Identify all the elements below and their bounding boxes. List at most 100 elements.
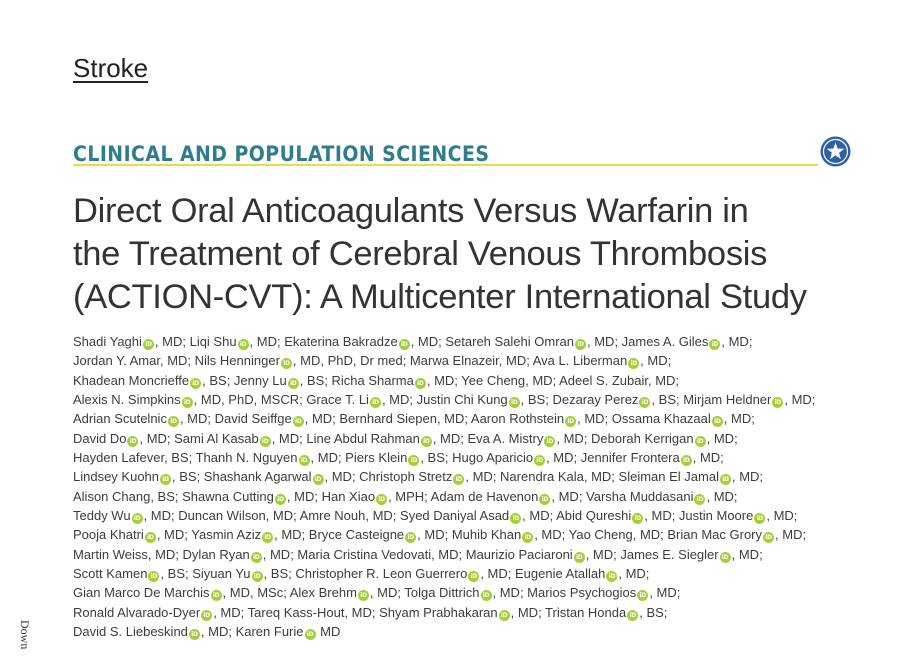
orcid-icon[interactable]: iD (510, 513, 522, 525)
orcid-icon[interactable]: iD (575, 339, 586, 350)
orcid-icon[interactable]: iD (606, 571, 618, 583)
orcid-icon[interactable]: iD (188, 629, 200, 641)
orcid-icon[interactable]: iD (719, 551, 731, 563)
orcid-icon[interactable]: iD (262, 532, 274, 544)
orcid-icon[interactable]: iD (398, 339, 410, 350)
orcid-icon[interactable]: iD (414, 377, 426, 389)
author-text: , MD; Ossama Khazaal (577, 411, 711, 427)
orcid-icon[interactable]: iD (280, 358, 292, 370)
author-list: Shadi Yaghi iD, MD; Liqi Shu iD, MD; Ekate… (73, 332, 863, 642)
orcid-icon[interactable]: iD (544, 435, 556, 447)
orcid-icon[interactable]: iD (127, 435, 139, 447)
orcid-icon[interactable]: iD (709, 339, 721, 350)
author-text: , MD; (731, 546, 763, 562)
author-text: Lindsey Kuohn (73, 469, 160, 485)
section-heading: CLINICAL AND POPULATION SCIENCES (73, 142, 490, 166)
author-text: Martin Weiss, MD; Dylan Ryan (73, 546, 250, 562)
orcid-icon[interactable]: iD (250, 551, 262, 563)
orcid-icon[interactable]: iD (420, 435, 432, 447)
orcid-icon[interactable]: iD (181, 397, 193, 409)
orcid-icon[interactable]: iD (694, 493, 706, 505)
orcid-icon[interactable]: iD (573, 551, 585, 563)
section-rule (73, 164, 818, 166)
orcid-icon[interactable]: iD (292, 416, 304, 428)
author-text: Scott Kamen (73, 566, 148, 582)
orcid-icon[interactable]: iD (210, 590, 222, 602)
orcid-icon[interactable]: iD (298, 455, 310, 467)
author-text: , MD; Yao Cheng, MD; Brian Mac Grory (534, 527, 763, 543)
author-text: , MD; Duncan Wilson, MD; Amre Nouh, MD; … (143, 508, 510, 524)
orcid-icon[interactable]: iD (694, 435, 706, 447)
author-text: , MD; (775, 527, 807, 543)
author-line: David S. Liebeskind iD, MD; Karen Furie iD… (73, 622, 863, 641)
orcid-icon[interactable]: iD (287, 377, 299, 389)
orcid-icon[interactable]: iD (357, 590, 369, 602)
orcid-icon[interactable]: iD (167, 416, 179, 428)
author-text: , BS; Jenny Lu (202, 372, 287, 388)
orcid-icon[interactable]: iD (565, 416, 577, 428)
orcid-icon[interactable]: iD (201, 609, 213, 621)
author-text: , MD; Liqi Shu (154, 334, 237, 349)
orcid-icon[interactable]: iD (148, 571, 160, 583)
orcid-icon[interactable]: iD (680, 455, 692, 467)
journal-name: Stroke (73, 53, 149, 83)
author-text: , MD; (723, 411, 755, 427)
orcid-icon[interactable]: iD (131, 513, 143, 525)
orcid-icon[interactable]: iD (468, 571, 480, 583)
orcid-icon[interactable]: iD (627, 609, 639, 621)
orcid-icon[interactable]: iD (369, 397, 381, 409)
orcid-icon[interactable]: iD (628, 358, 640, 370)
orcid-icon[interactable]: iD (522, 532, 534, 544)
author-text: , MD; Bryce Casteigne (274, 527, 405, 543)
author-text: , MD; Yee Cheng, MD; Adeel S. Zubair, MD… (426, 372, 680, 388)
author-text: Adrian Scutelnic (73, 411, 167, 427)
orcid-icon[interactable]: iD (754, 513, 766, 525)
author-text: , MD; Eva A. Mistry (432, 430, 544, 446)
orcid-icon[interactable]: iD (763, 532, 775, 544)
orcid-icon[interactable]: iD (376, 493, 388, 505)
orcid-icon[interactable]: iD (312, 474, 324, 486)
author-text: , MD; Yasmin Aziz (156, 527, 262, 543)
author-line: Alexis N. Simpkins iD, MD, PhD, MSCR; Gra… (73, 390, 863, 409)
author-text: , MD; Han Xiao (286, 488, 376, 504)
orcid-icon[interactable]: iD (237, 339, 249, 350)
author-text: David S. Liebeskind (73, 624, 188, 640)
orcid-icon[interactable]: iD (632, 513, 644, 525)
orcid-icon[interactable]: iD (539, 493, 551, 505)
orcid-icon[interactable]: iD (190, 377, 202, 389)
orcid-icon[interactable]: iD (772, 397, 784, 409)
orcid-icon[interactable]: iD (508, 397, 520, 409)
orcid-icon[interactable]: iD (274, 493, 286, 505)
author-text: , MD; (706, 430, 738, 446)
orcid-icon[interactable]: iD (534, 455, 546, 467)
author-text: , MD; Line Abdul Rahman (271, 430, 420, 446)
author-text: , MD; Tolga Dittrich (369, 585, 480, 601)
author-text: , MD; Justin Chi Kung (381, 392, 508, 408)
author-text: , MPH; Adam de Havenon (388, 488, 539, 504)
orcid-icon[interactable]: iD (251, 571, 263, 583)
orcid-icon[interactable]: iD (142, 339, 154, 350)
author-line: Lindsey Kuohn iD, BS; Shashank Agarwal iD,… (73, 467, 863, 486)
orcid-icon[interactable]: iD (160, 474, 172, 486)
orcid-icon[interactable]: iD (259, 435, 271, 447)
author-text: , MD; Sami Al Kasab (139, 430, 259, 446)
orcid-icon[interactable]: iD (405, 532, 417, 544)
orcid-icon[interactable]: iD (639, 397, 651, 409)
orcid-icon[interactable]: iD (144, 532, 156, 544)
author-text: , MD; James A. Giles (587, 334, 709, 349)
orcid-icon[interactable]: iD (711, 416, 723, 428)
author-text: , MD; James E. Siegler (585, 546, 719, 562)
author-text: , MD; (649, 585, 681, 601)
orcid-icon[interactable]: iD (304, 629, 316, 641)
orcid-icon[interactable]: iD (637, 590, 649, 602)
author-text: , MD; (640, 353, 672, 369)
author-text: , BS; Shashank Agarwal (172, 469, 312, 485)
orcid-icon[interactable]: iD (480, 590, 492, 602)
orcid-icon[interactable]: iD (719, 474, 731, 486)
author-text: David Do (73, 430, 127, 446)
orcid-icon[interactable]: iD (453, 474, 465, 486)
author-text: , MD; David Seiffge (179, 411, 292, 427)
orcid-icon[interactable]: iD (498, 609, 510, 621)
author-text: , MD; Piers Klein (310, 450, 408, 466)
orcid-icon[interactable]: iD (408, 455, 420, 467)
